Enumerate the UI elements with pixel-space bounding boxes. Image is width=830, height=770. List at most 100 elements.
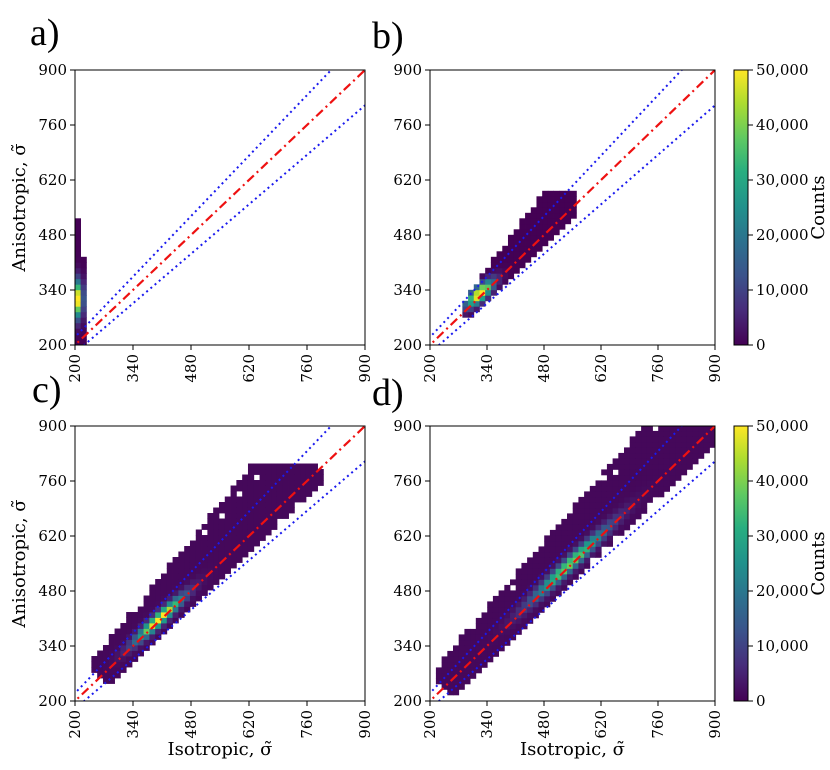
heatmap-cell bbox=[578, 513, 585, 520]
heatmap-cell bbox=[515, 573, 522, 580]
heatmap-cell bbox=[468, 311, 475, 318]
heatmap-cell bbox=[485, 278, 492, 285]
heatmap-cell bbox=[584, 546, 591, 553]
heatmap-cell bbox=[606, 502, 614, 509]
heatmap-cell bbox=[538, 562, 545, 569]
heatmap-cell bbox=[172, 601, 179, 607]
heatmap-cell bbox=[641, 458, 648, 465]
heatmap-cell bbox=[652, 447, 659, 454]
heatmap-cell bbox=[515, 590, 522, 597]
heatmap-cell bbox=[265, 463, 272, 470]
x-tick-label: 200 bbox=[421, 354, 439, 383]
heatmap-cell bbox=[207, 579, 214, 585]
heatmap-cell bbox=[681, 447, 688, 454]
heatmap-cell bbox=[160, 606, 168, 613]
heatmap-cell bbox=[207, 513, 214, 519]
heatmap-cell bbox=[549, 579, 557, 586]
heatmap-cell bbox=[641, 474, 648, 481]
heatmap-cell bbox=[709, 430, 715, 437]
heatmap-cell bbox=[513, 245, 520, 252]
heatmap-cell bbox=[271, 518, 278, 525]
heatmap-cell bbox=[114, 634, 121, 640]
y-tick-label: 760 bbox=[393, 472, 422, 490]
heatmap-cell bbox=[479, 295, 486, 302]
heatmap-cell bbox=[544, 562, 551, 569]
heatmap-cell bbox=[97, 672, 104, 679]
heatmap-cell bbox=[510, 628, 517, 635]
heatmap-cell bbox=[641, 485, 648, 492]
heatmap-cell bbox=[521, 573, 528, 580]
heatmap-cell bbox=[137, 617, 144, 624]
heatmap-cell bbox=[189, 590, 197, 596]
heatmap-cell bbox=[510, 579, 517, 586]
heatmap-cell bbox=[259, 474, 266, 481]
heatmap-cell bbox=[453, 678, 460, 685]
heatmap-cell bbox=[305, 463, 313, 470]
heatmap-cell bbox=[294, 463, 301, 470]
y-tick-label: 760 bbox=[393, 116, 422, 134]
heatmap-cell bbox=[126, 661, 133, 668]
heatmap-cell bbox=[513, 240, 520, 247]
heatmap-cell bbox=[126, 623, 133, 629]
heatmap-cell bbox=[259, 507, 266, 514]
heatmap-cell bbox=[570, 196, 577, 203]
heatmap-cell bbox=[311, 469, 318, 475]
heatmap-cell bbox=[75, 317, 81, 324]
heatmap-cell bbox=[629, 496, 636, 503]
heatmap-cell bbox=[253, 502, 260, 508]
heatmap-cell bbox=[485, 267, 492, 274]
heatmap-cell bbox=[470, 656, 477, 663]
heatmap-cell bbox=[236, 524, 243, 530]
heatmap-cell bbox=[601, 502, 608, 509]
heatmap-cell bbox=[635, 485, 642, 492]
heatmap-cell bbox=[75, 311, 81, 318]
heatmap-cell bbox=[468, 295, 475, 302]
heatmap-cell bbox=[271, 502, 278, 508]
colorbar-label: Counts bbox=[808, 531, 829, 595]
heatmap-cell bbox=[160, 590, 168, 596]
heatmap-cell bbox=[213, 568, 220, 574]
heatmap-cell bbox=[160, 595, 168, 602]
heatmap-cell bbox=[542, 234, 549, 241]
heatmap-cell bbox=[549, 546, 557, 553]
heatmap-cell bbox=[527, 562, 534, 569]
heatmap-cell bbox=[527, 601, 534, 608]
heatmap-cell bbox=[646, 426, 653, 432]
heatmap-cell bbox=[166, 623, 173, 629]
heatmap-cell bbox=[479, 284, 486, 291]
heatmap-cell bbox=[542, 218, 549, 225]
heatmap-cell bbox=[178, 595, 185, 602]
heatmap-cell bbox=[675, 441, 682, 448]
heatmap-cell bbox=[527, 584, 534, 591]
heatmap-cell bbox=[120, 623, 127, 629]
heatmap-cell bbox=[530, 234, 537, 241]
heatmap-cell bbox=[487, 639, 494, 646]
heatmap-cell bbox=[606, 513, 614, 520]
heatmap-cell bbox=[595, 491, 602, 498]
heatmap-cell bbox=[555, 529, 562, 536]
heatmap-cell bbox=[305, 480, 313, 486]
heatmap-cell bbox=[481, 650, 488, 657]
heatmap-cell bbox=[114, 650, 121, 657]
panel-c: 200 340 480 620 760 900 200 340 480 620 760 900 Anis… bbox=[9, 369, 374, 760]
y-axis-title: Anisotropic, σ̃ bbox=[9, 143, 30, 272]
heatmap-cell bbox=[567, 524, 574, 531]
heatmap-cell bbox=[612, 485, 619, 492]
heatmap-cell bbox=[564, 218, 572, 225]
heatmap-cell bbox=[601, 518, 608, 525]
heatmap-cell bbox=[595, 485, 602, 492]
heatmap-cell bbox=[126, 628, 133, 635]
heatmap-cell bbox=[236, 518, 243, 525]
heatmap-cell bbox=[618, 480, 625, 487]
heatmap-cell bbox=[282, 463, 289, 470]
heatmap-cell bbox=[247, 507, 255, 514]
heatmap-cell bbox=[530, 229, 537, 236]
heatmap-cell bbox=[547, 196, 554, 203]
colorbar-tick-label: 20,000 bbox=[756, 582, 809, 600]
heatmap-cell bbox=[178, 557, 185, 563]
panel-a: 200 340 480 620 760 900 200 340 480 620 760 900 Anis… bbox=[9, 12, 374, 383]
heatmap-cell bbox=[601, 540, 608, 547]
heatmap-cell bbox=[149, 634, 156, 640]
colorbar-tick-label: 0 bbox=[756, 336, 766, 354]
line-lower-band bbox=[82, 460, 365, 701]
